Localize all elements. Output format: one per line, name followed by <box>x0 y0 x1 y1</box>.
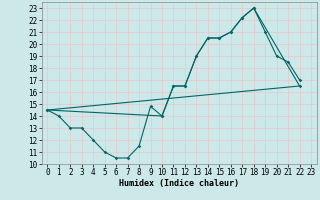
X-axis label: Humidex (Indice chaleur): Humidex (Indice chaleur) <box>119 179 239 188</box>
